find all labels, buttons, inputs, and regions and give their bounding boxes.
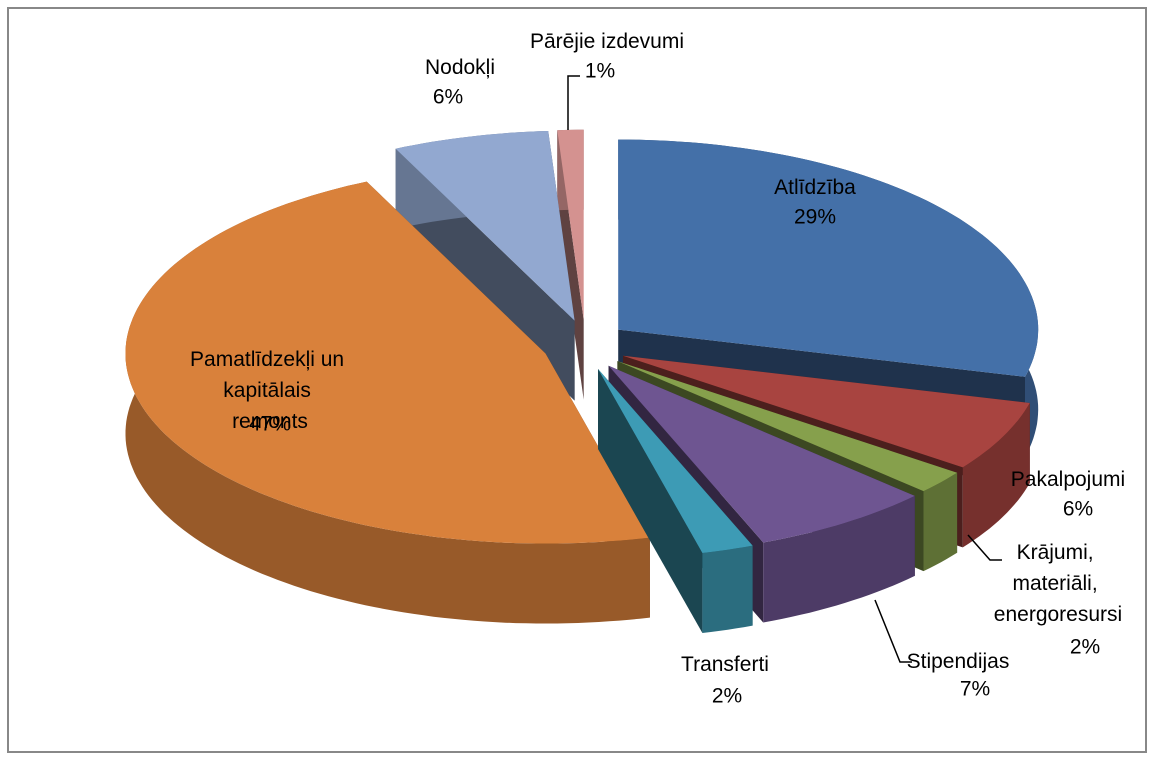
value-label: 6% xyxy=(433,86,463,109)
slice-top xyxy=(598,369,753,553)
value-label: 6% xyxy=(1063,498,1093,521)
slice-label: Pamatlīdzekļi un kapitālais remonts xyxy=(190,348,350,433)
slice-wall xyxy=(962,403,1030,548)
value-label: 7% xyxy=(960,678,990,701)
slice-label: Transferti xyxy=(681,653,769,676)
label-line: kapitālais xyxy=(223,379,316,402)
slice-label: Stipendijas xyxy=(907,650,1010,673)
slice-top xyxy=(623,355,1030,468)
slice-top xyxy=(125,181,650,544)
value-label: 29% xyxy=(794,206,836,229)
label-line: Nodokļi xyxy=(425,56,495,79)
slice-label: Pakalpojumi xyxy=(1011,468,1125,491)
slice-top xyxy=(608,365,915,543)
slice-top xyxy=(557,129,584,320)
labels: Atlīdzība 29% Pakalpojumi 6% Krājumi, materi… xyxy=(190,30,1125,708)
label-line: energoresursi xyxy=(994,603,1122,626)
slice-side xyxy=(598,369,703,633)
slice-label: Atlīdzība xyxy=(774,176,856,199)
slice-wall xyxy=(702,545,753,633)
label-line: Pakalpojumi xyxy=(1011,468,1125,491)
label-line: materiāli, xyxy=(1012,572,1103,595)
leader-line xyxy=(967,534,1002,561)
label-line: Pamatlīdzekļi un xyxy=(190,348,350,371)
leader-line xyxy=(874,599,912,663)
slice xyxy=(557,129,584,400)
value-label: 2% xyxy=(1070,636,1100,659)
label-line: Transferti xyxy=(681,653,769,676)
label-line: Atlīdzība xyxy=(774,176,856,199)
slice xyxy=(395,131,575,401)
label-line: Pārējie izdevumi xyxy=(530,30,684,53)
slice xyxy=(125,181,650,624)
leader-line xyxy=(567,75,580,130)
slice-label: Krājumi, materiāli, energoresursi xyxy=(994,541,1122,626)
slice-top xyxy=(618,139,1039,377)
label-line: Stipendijas xyxy=(907,650,1010,673)
value-label: 47% xyxy=(249,413,291,436)
pie xyxy=(125,129,1039,633)
slice-label: Nodokļi xyxy=(425,56,495,79)
slice-wall xyxy=(923,472,958,572)
slice-top xyxy=(395,131,575,321)
slice-top xyxy=(617,361,958,492)
slice-wall xyxy=(763,495,915,623)
value-label: 1% xyxy=(585,60,615,83)
slice-label: Pārējie izdevumi xyxy=(530,30,684,53)
slice xyxy=(598,369,753,633)
label-line: Krājumi, xyxy=(1017,541,1100,564)
value-label: 2% xyxy=(712,685,742,708)
label-line: remonts xyxy=(232,410,308,433)
